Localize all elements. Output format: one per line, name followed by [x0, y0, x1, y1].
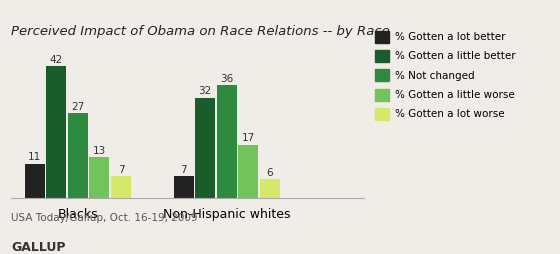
Text: 27: 27 — [71, 102, 85, 112]
Text: 11: 11 — [28, 152, 41, 162]
Bar — [260, 179, 280, 198]
Legend: % Gotten a lot better, % Gotten a little better, % Not changed, % Gotten a littl: % Gotten a lot better, % Gotten a little… — [375, 31, 515, 120]
Bar — [68, 114, 88, 198]
Bar — [46, 67, 66, 198]
Text: 7: 7 — [180, 165, 187, 174]
Text: GALLUP: GALLUP — [11, 242, 66, 254]
Text: 13: 13 — [93, 146, 106, 156]
Bar — [111, 176, 131, 198]
Bar — [25, 164, 45, 198]
Text: 6: 6 — [267, 168, 273, 178]
Bar — [239, 145, 258, 198]
Text: 36: 36 — [220, 74, 234, 84]
Bar — [217, 85, 237, 198]
Text: 32: 32 — [199, 86, 212, 96]
Bar — [174, 176, 194, 198]
Text: USA Today/Gallup, Oct. 16-19, 2009: USA Today/Gallup, Oct. 16-19, 2009 — [11, 213, 198, 223]
Text: 7: 7 — [118, 165, 124, 174]
Text: Perceived Impact of Obama on Race Relations -- by Race: Perceived Impact of Obama on Race Relati… — [11, 25, 390, 38]
Bar — [90, 157, 109, 198]
Text: 17: 17 — [242, 133, 255, 143]
Bar — [195, 98, 215, 198]
Text: 42: 42 — [50, 55, 63, 65]
